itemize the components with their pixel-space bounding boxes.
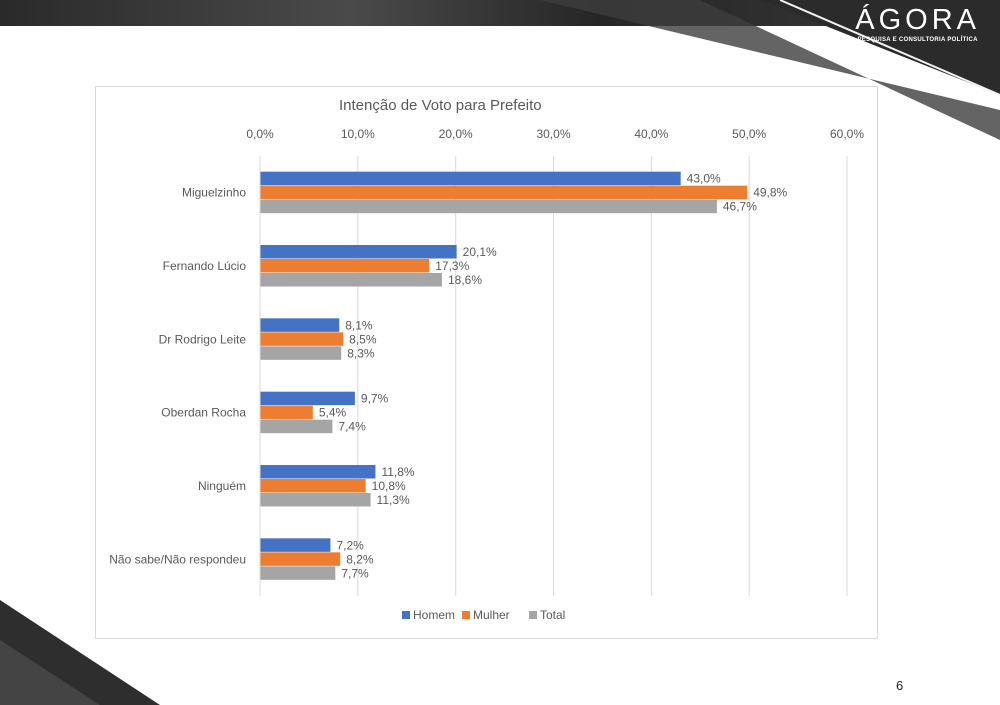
bar-homem: [260, 465, 376, 479]
data-label: 9,7%: [361, 392, 389, 406]
bar-homem: [260, 538, 331, 552]
x-tick-label: 0,0%: [246, 127, 274, 141]
bar-homem: [260, 391, 355, 406]
page-number: 6: [896, 678, 904, 693]
category-label: Miguelzinho: [182, 186, 246, 200]
data-label: 43,0%: [687, 172, 721, 186]
category-label: Não sabe/Não respondeu: [109, 552, 246, 566]
data-label: 7,7%: [341, 566, 369, 580]
data-label: 8,1%: [345, 318, 373, 332]
data-label: 7,4%: [338, 420, 366, 434]
x-tick-label: 10,0%: [341, 127, 375, 141]
data-label: 8,5%: [349, 332, 377, 346]
bar-total: [260, 273, 442, 287]
legend-entry: Homem: [413, 608, 455, 622]
data-label: 5,4%: [319, 406, 347, 420]
bar-mulher: [260, 259, 430, 273]
data-label: 8,2%: [346, 552, 374, 566]
x-tick-label: 60,0%: [830, 127, 864, 141]
bar-mulher: [260, 552, 341, 566]
legend-entry: Total: [540, 608, 565, 622]
data-label: 8,3%: [347, 346, 375, 360]
x-tick-label: 30,0%: [536, 127, 570, 141]
bar-homem: [260, 318, 340, 332]
legend-swatch-homem: [402, 611, 410, 619]
data-label: 7,2%: [336, 538, 364, 552]
chart-title: Intenção de Voto para Prefeito: [339, 97, 542, 114]
data-label: 11,3%: [377, 493, 410, 507]
legend-swatch-total: [529, 611, 537, 619]
data-label: 17,3%: [435, 259, 469, 273]
data-label: 11,8%: [381, 465, 414, 479]
bottom-left-dark-shape: [0, 600, 160, 705]
data-label: 20,1%: [463, 245, 497, 259]
brand-logo: ÁGORA: [855, 4, 980, 36]
data-label: 46,7%: [723, 200, 757, 214]
brand-logo-block: ÁGORA PESQUISA E CONSULTORIA POLÍTICA: [855, 4, 980, 44]
bar-mulher: [260, 332, 344, 346]
x-tick-label: 20,0%: [439, 127, 473, 141]
x-tick-label: 40,0%: [634, 127, 668, 141]
top-dark-banner: [0, 0, 1000, 140]
category-label: Dr Rodrigo Leite: [159, 332, 247, 346]
bar-mulher: [260, 405, 313, 420]
bar-mulher: [260, 479, 366, 493]
data-label: 49,8%: [753, 186, 787, 200]
bar-total: [260, 566, 336, 580]
bar-total: [260, 493, 371, 507]
bar-total: [260, 199, 717, 214]
data-label: 10,8%: [372, 479, 406, 493]
bar-mulher: [260, 185, 748, 200]
bar-total: [260, 419, 333, 434]
data-label: 18,6%: [448, 273, 482, 287]
category-label: Fernando Lúcio: [163, 259, 247, 273]
bar-chart: Intenção de Voto para Prefeito 0,0% 10,0% 2…: [109, 97, 864, 622]
brand-tagline: PESQUISA E CONSULTORIA POLÍTICA: [857, 37, 978, 43]
bar-homem: [260, 171, 681, 186]
bar-total: [260, 346, 342, 360]
legend-entry: Mulher: [473, 608, 510, 622]
category-label: Ninguém: [198, 479, 246, 493]
bar-homem: [260, 245, 457, 259]
x-tick-label: 50,0%: [732, 127, 766, 141]
chart-frame: Intenção de Voto para Prefeito 0,0% 10,0% 2…: [95, 86, 878, 639]
legend-swatch-mulher: [462, 611, 470, 619]
category-label: Oberdan Rocha: [161, 406, 246, 420]
